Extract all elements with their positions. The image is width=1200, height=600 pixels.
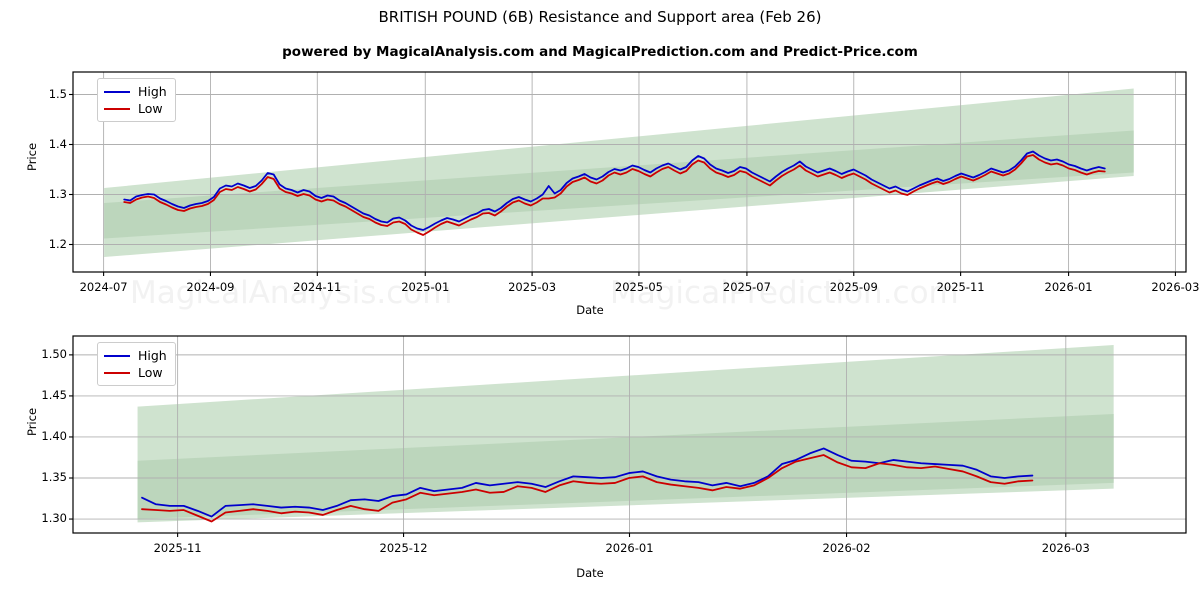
x-axis-tick-label: 2026-01 <box>605 541 654 555</box>
x-axis-tick-label: 2025-11 <box>936 280 985 294</box>
x-axis-tick-label: 2026-03 <box>1041 541 1090 555</box>
legend-label-low: Low <box>138 365 163 380</box>
legend-entry-low: Low <box>104 364 167 381</box>
legend-entry-low: Low <box>104 100 167 117</box>
y-axis-tick-label: 1.35 <box>41 470 67 484</box>
x-axis-tick-label: 2025-09 <box>829 280 878 294</box>
x-axis-tick-label: 2024-09 <box>186 280 235 294</box>
y-axis-tick-label: 1.4 <box>48 136 67 151</box>
legend-swatch-high <box>104 354 130 357</box>
legend-entry-high: High <box>104 347 167 364</box>
y-axis-tick-label: 1.2 <box>48 236 67 251</box>
x-axis-tick-label: 2026-02 <box>822 541 871 555</box>
top-chart-legend[interactable]: High Low <box>97 78 176 122</box>
legend-label-low: Low <box>138 101 163 116</box>
x-axis-tick-label: 2024-11 <box>293 280 342 294</box>
x-axis-tick-label: 2026-01 <box>1044 280 1093 294</box>
top-chart-x-axis-label: Date <box>576 303 604 317</box>
legend-swatch-low <box>104 371 130 374</box>
y-axis-tick-label: 1.45 <box>41 387 67 402</box>
x-axis-tick-label: 2025-01 <box>401 280 450 294</box>
legend-entry-high: High <box>104 83 167 100</box>
x-axis-tick-label: 2025-11 <box>153 541 202 555</box>
legend-swatch-low <box>104 107 130 110</box>
legend-swatch-high <box>104 90 130 93</box>
y-axis-tick-label: 1.5 <box>48 86 67 101</box>
page-title: BRITISH POUND (6B) Resistance and Suppor… <box>378 8 822 26</box>
bottom-chart-legend[interactable]: High Low <box>97 342 176 386</box>
x-axis-tick-label: 2025-12 <box>379 541 428 555</box>
x-axis-tick-label: 2026-03 <box>1151 280 1200 294</box>
x-axis-tick-label: 2024-07 <box>79 280 128 294</box>
y-axis-tick-label: 1.50 <box>41 346 67 361</box>
y-axis-tick-label: 1.30 <box>41 511 67 526</box>
page-subtitle: powered by MagicalAnalysis.com and Magic… <box>282 44 918 60</box>
x-axis-tick-label: 2025-07 <box>722 280 771 294</box>
y-axis-tick-label: 1.3 <box>48 186 67 201</box>
x-axis-tick-label: 2025-05 <box>614 280 663 294</box>
x-axis-tick-label: 2025-03 <box>508 280 557 294</box>
legend-label-high: High <box>138 84 167 99</box>
bottom-chart-x-axis-label: Date <box>576 566 604 580</box>
legend-label-high: High <box>138 348 167 363</box>
y-axis-tick-label: 1.40 <box>41 428 67 443</box>
